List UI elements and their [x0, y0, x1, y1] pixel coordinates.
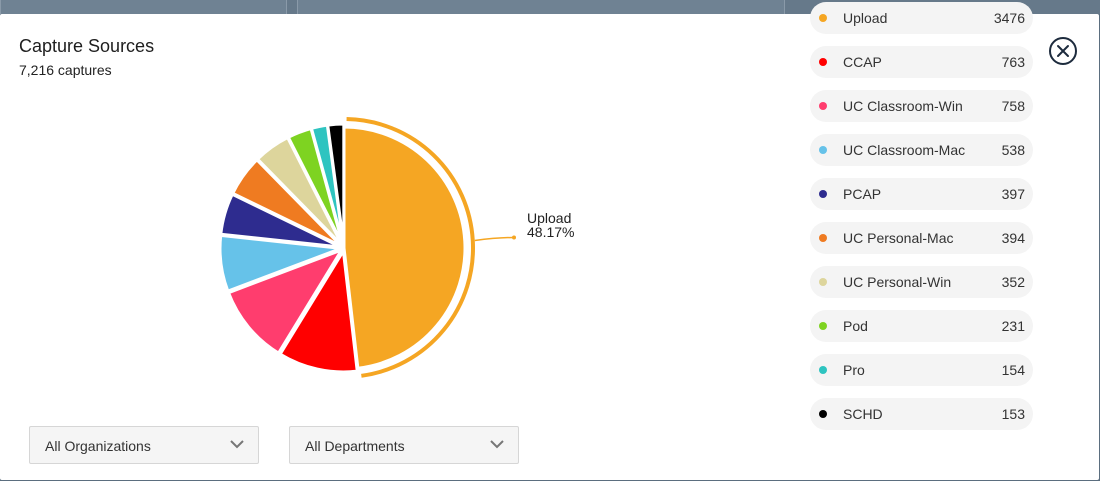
callout-label: Upload [527, 210, 572, 226]
legend-color-dot [819, 14, 827, 22]
legend-value: 538 [1001, 142, 1025, 158]
background-panel [297, 0, 785, 14]
legend-value: 758 [1001, 98, 1025, 114]
legend-value: 397 [1001, 186, 1025, 202]
pie-slice-ccap[interactable] [278, 249, 359, 374]
highlight-ring [346, 117, 475, 378]
legend-item[interactable]: SCHD 153 [810, 398, 1033, 430]
legend-value: 763 [1001, 54, 1025, 70]
legend-item[interactable]: Upload 3476 [810, 2, 1033, 34]
legend-label: UC Personal-Win [843, 274, 952, 290]
legend-label: UC Classroom-Mac [843, 142, 966, 158]
callout-dot [512, 235, 516, 240]
legend-color-dot [819, 58, 827, 66]
chevron-down-icon [230, 440, 244, 449]
highlight-callout: Upload 48.17% [527, 211, 574, 239]
legend-label: Pro [843, 362, 865, 378]
legend-item[interactable]: UC Classroom-Mac 538 [810, 134, 1033, 166]
legend-value: 154 [1001, 362, 1025, 378]
pie-slice-upload[interactable] [342, 125, 467, 370]
legend-value: 231 [1001, 318, 1025, 334]
pie-slice-schd[interactable] [326, 122, 346, 247]
close-button[interactable] [1049, 37, 1077, 65]
legend-value: 3476 [993, 10, 1025, 26]
legend-label: Pod [843, 318, 868, 334]
callout-connector [474, 236, 515, 242]
department-select-value: All Departments [305, 438, 405, 454]
legend-value: 352 [1001, 274, 1025, 290]
background-panel [0, 0, 287, 14]
legend-item[interactable]: UC Personal-Mac 394 [810, 222, 1033, 254]
legend-label: CCAP [843, 54, 882, 70]
legend-label: UC Classroom-Win [843, 98, 963, 114]
legend-color-dot [819, 146, 827, 154]
legend-color-dot [819, 102, 827, 110]
legend-label: UC Personal-Mac [843, 230, 954, 246]
legend-label: Upload [843, 10, 888, 26]
legend-item[interactable]: UC Classroom-Win 758 [810, 90, 1033, 122]
organization-select[interactable]: All Organizations [29, 426, 259, 464]
capture-count: 7,216 captures [19, 62, 112, 78]
page-title: Capture Sources [19, 36, 155, 56]
legend-color-dot [819, 190, 827, 198]
legend-color-dot [819, 410, 827, 418]
legend-value: 153 [1001, 406, 1025, 422]
department-select[interactable]: All Departments [289, 426, 519, 464]
callout-percent: 48.17% [527, 224, 575, 240]
organization-select-value: All Organizations [45, 438, 151, 454]
legend-value: 394 [1001, 230, 1025, 246]
legend-color-dot [819, 322, 827, 330]
legend-color-dot [819, 278, 827, 286]
legend-color-dot [819, 366, 827, 374]
legend-item[interactable]: PCAP 397 [810, 178, 1033, 210]
legend-color-dot [819, 234, 827, 242]
chevron-down-icon [490, 440, 504, 449]
legend-item[interactable]: CCAP 763 [810, 46, 1033, 78]
close-icon [1057, 45, 1069, 57]
legend-label: PCAP [843, 186, 882, 202]
legend-label: SCHD [843, 406, 883, 422]
legend-item[interactable]: Pod 231 [810, 310, 1033, 342]
pie-chart [218, 117, 516, 378]
pie-slice-uc-classroom-win[interactable] [227, 248, 344, 355]
legend-item[interactable]: Pro 154 [810, 354, 1033, 386]
legend-item[interactable]: UC Personal-Win 352 [810, 266, 1033, 298]
